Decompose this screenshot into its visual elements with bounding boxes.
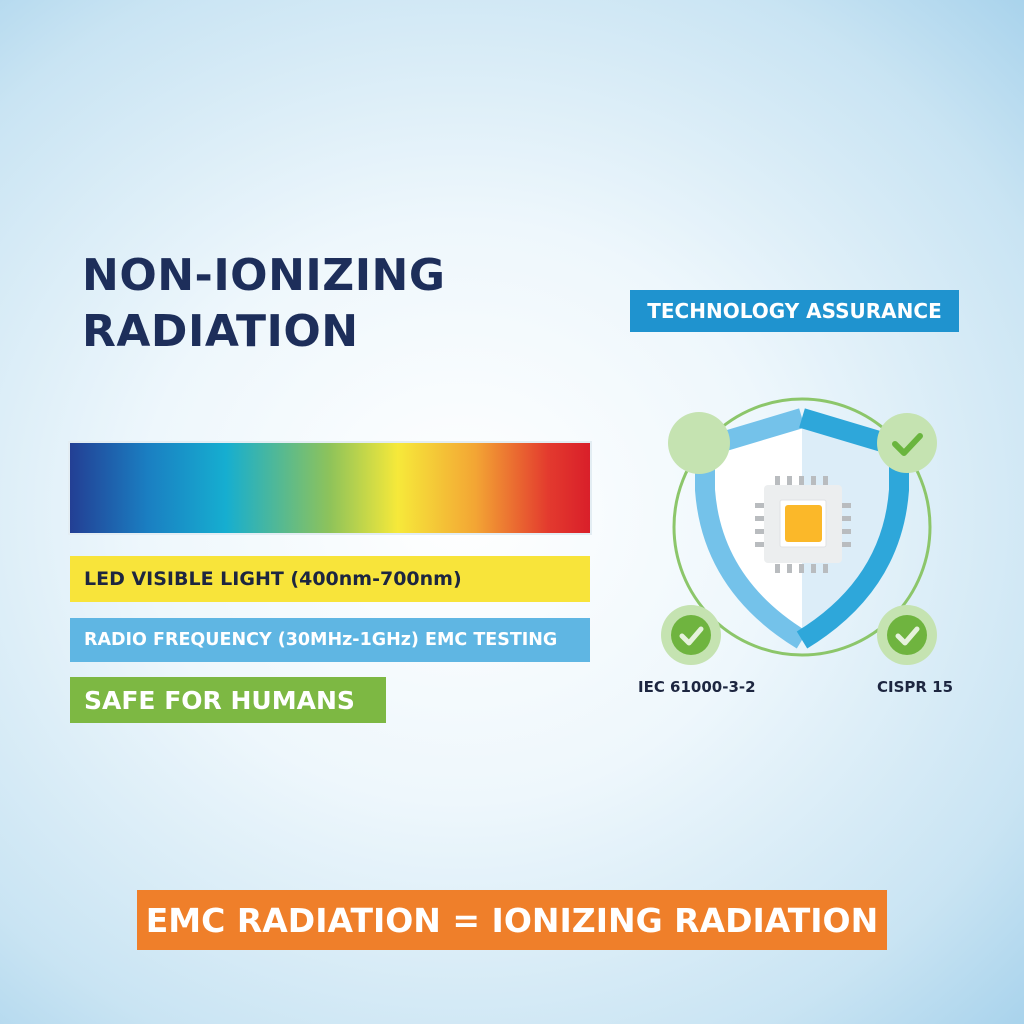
chip-icon: [755, 476, 851, 573]
technology-assurance-label: TECHNOLOGY ASSURANCE: [630, 290, 959, 332]
status-circle-empty: [668, 412, 730, 474]
standard-cispr-15: CISPR 15: [877, 678, 954, 696]
orbit-ring: [672, 397, 932, 657]
title-line-1: NON-IONIZING: [82, 250, 446, 301]
spectrum-gradient-bar: [68, 441, 592, 535]
led-visible-light-band: LED VISIBLE LIGHT (400nm-700nm): [70, 556, 590, 602]
claim-banner: EMC RADIATION = IONIZING RADIATION: [137, 890, 887, 950]
check-icon: [661, 605, 721, 665]
title-line-2: RADIATION: [82, 306, 359, 357]
safe-for-humans-badge: SAFE FOR HUMANS: [70, 677, 386, 723]
standard-iec-61000-3-2: IEC 61000-3-2: [638, 678, 756, 696]
check-icon: [877, 413, 937, 473]
radio-frequency-band: RADIO FREQUENCY (30MHz-1GHz) EMC TESTING: [70, 618, 590, 662]
page-title: NON-IONIZING RADIATION: [82, 248, 446, 360]
check-icon: [877, 605, 937, 665]
